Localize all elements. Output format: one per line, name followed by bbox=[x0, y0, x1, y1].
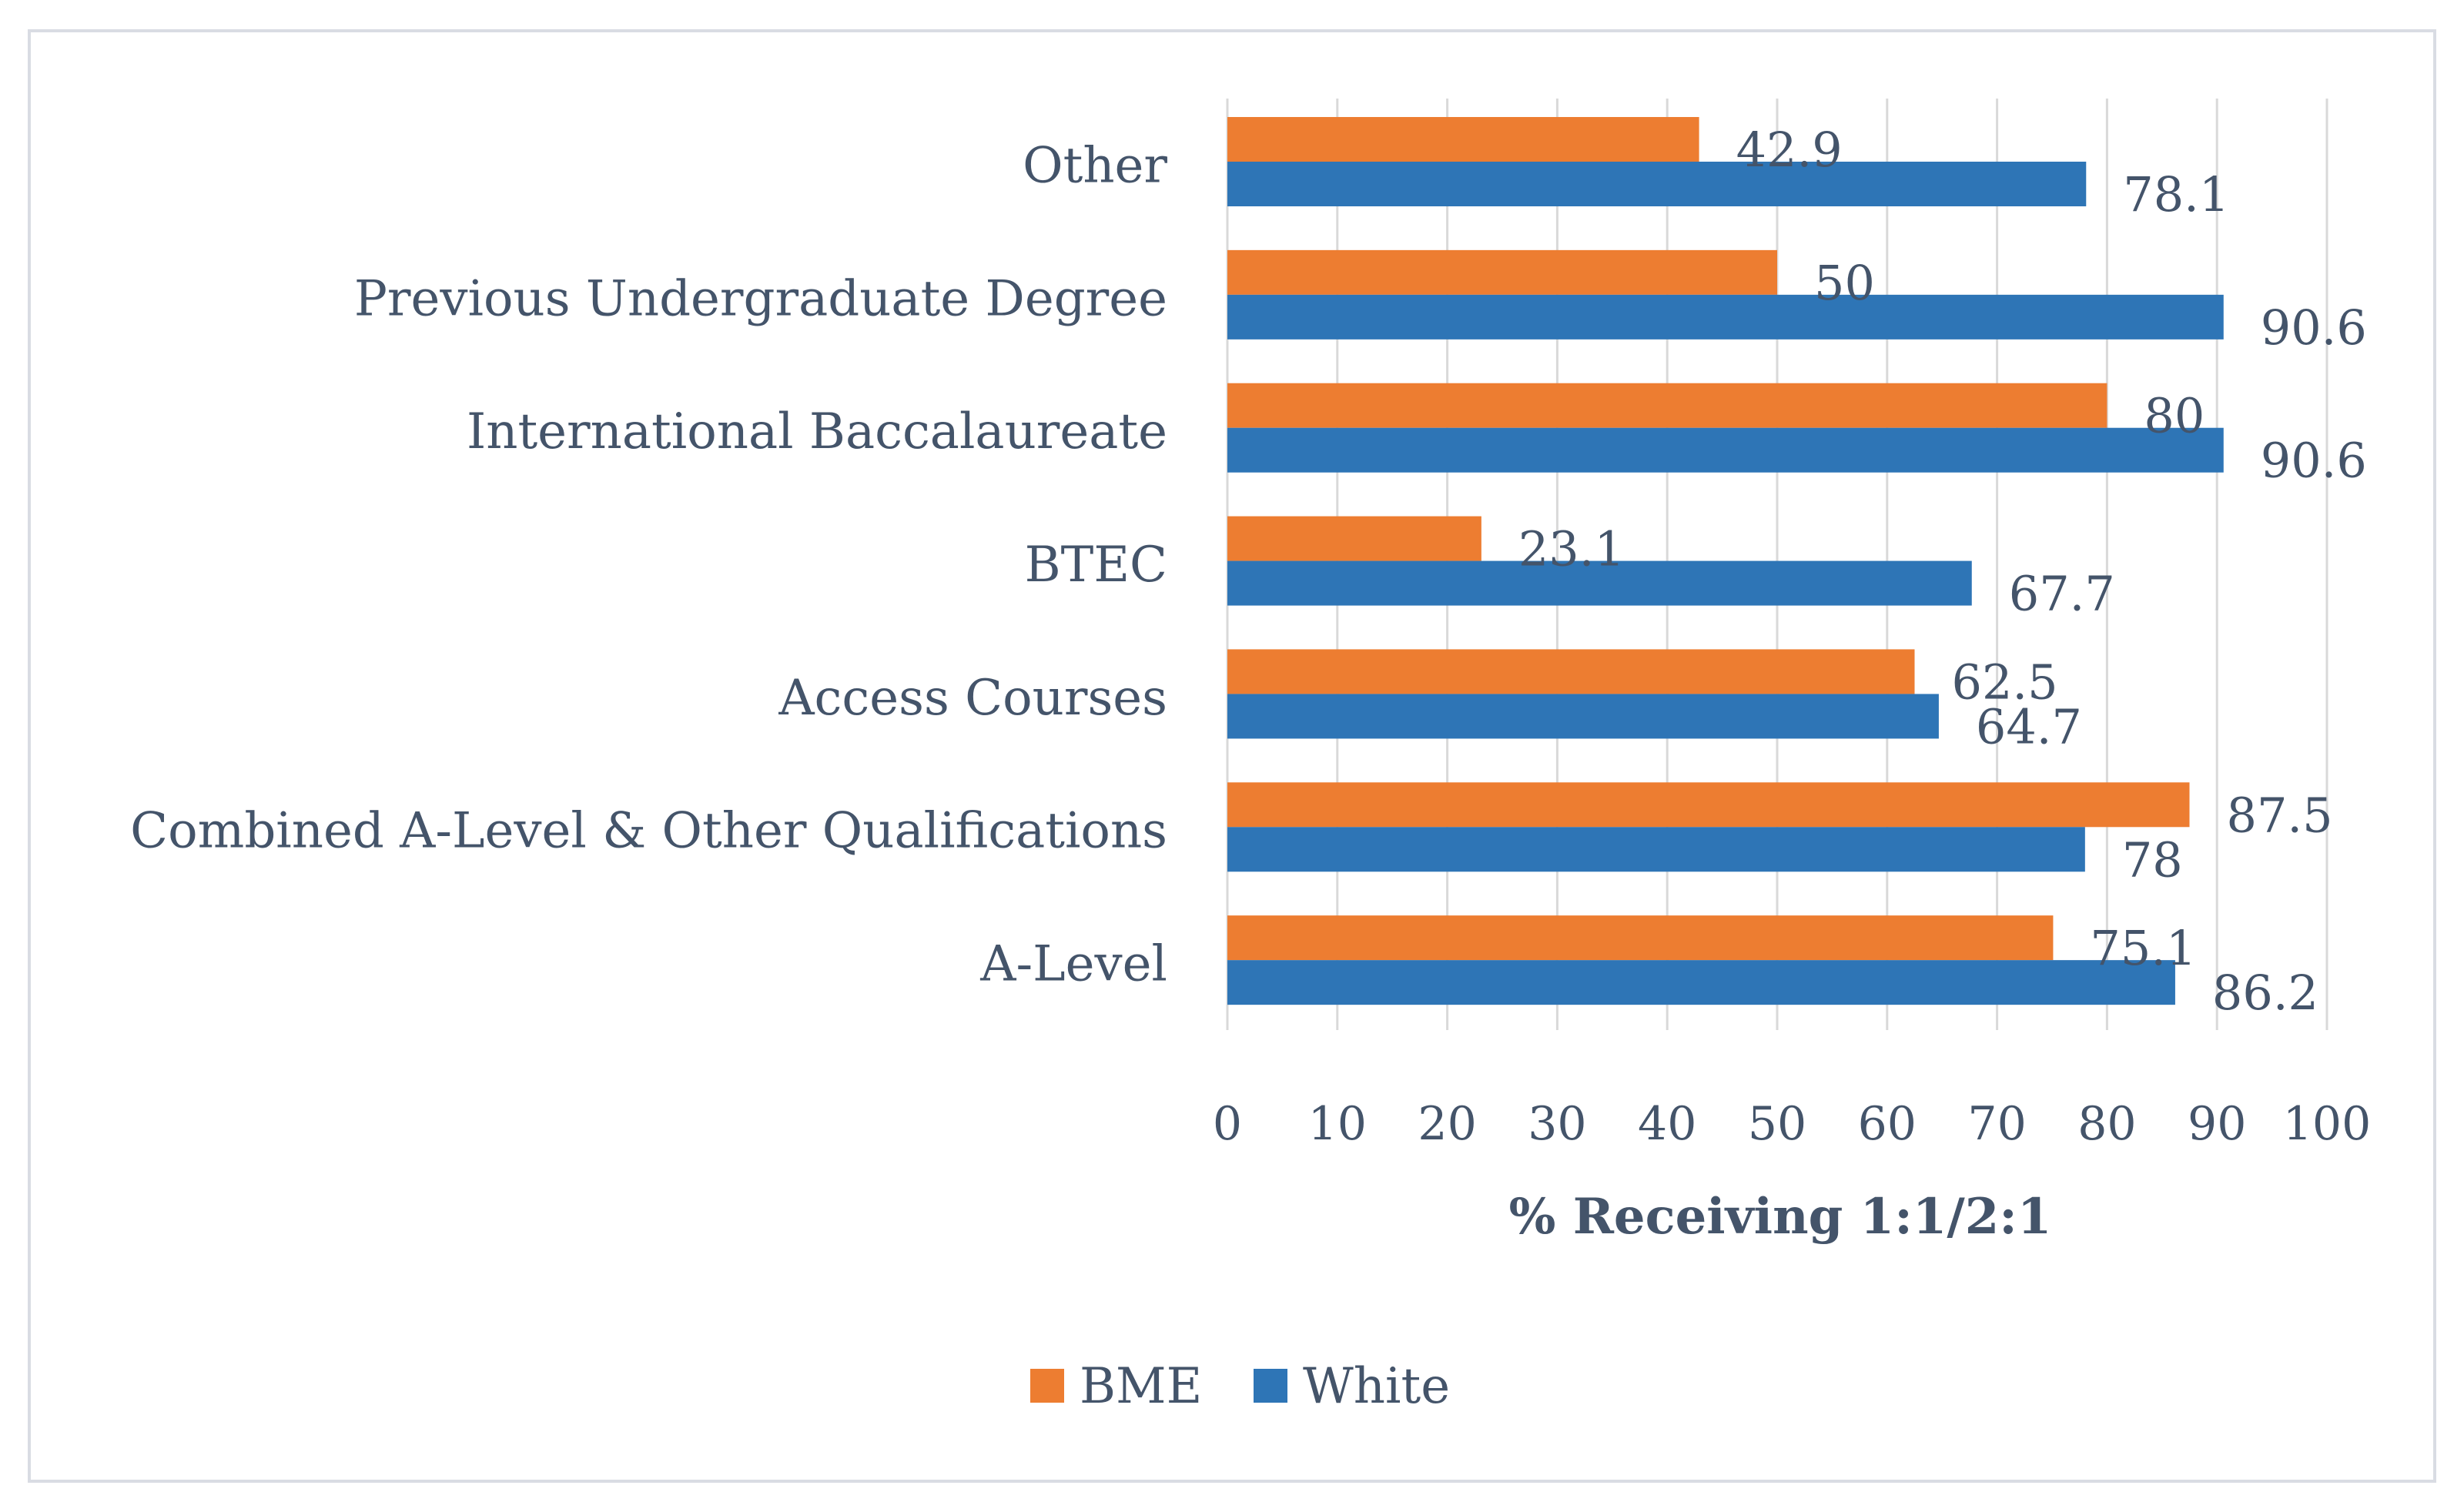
x-tick-label: 60 bbox=[1858, 1097, 1917, 1151]
data-label-bme: 62.5 bbox=[1952, 654, 2058, 710]
bar-bme bbox=[1227, 915, 2054, 961]
data-label-white: 86.2 bbox=[2212, 965, 2318, 1021]
bars bbox=[1227, 117, 2224, 1005]
legend: BME White bbox=[1030, 1358, 1450, 1415]
bar-bme bbox=[1227, 249, 1777, 295]
bar-bme bbox=[1227, 649, 1915, 694]
data-label-bme: 50 bbox=[1814, 255, 1875, 311]
category-label: Previous Undergraduate Degree bbox=[354, 270, 1167, 327]
category-label: Access Courses bbox=[778, 670, 1167, 727]
category-labels: Other Previous Undergraduate Degree Intern… bbox=[130, 137, 1167, 992]
category-label: BTEC bbox=[1025, 537, 1167, 594]
legend-label-bme: BME bbox=[1080, 1358, 1202, 1415]
data-label-bme: 80 bbox=[2144, 388, 2205, 444]
bar-white bbox=[1227, 427, 2224, 473]
bar-white bbox=[1227, 162, 2087, 206]
legend-swatch-bme bbox=[1030, 1369, 1064, 1403]
bar-white bbox=[1227, 694, 1939, 739]
category-label: A-Level bbox=[979, 936, 1167, 993]
bar-white bbox=[1227, 294, 2224, 340]
bar-bme bbox=[1227, 516, 1481, 561]
x-axis-title: % Receiving 1:1/2:1 bbox=[1509, 1188, 2052, 1246]
x-tick-label: 10 bbox=[1308, 1097, 1367, 1151]
data-label-bme: 75.1 bbox=[2090, 920, 2196, 976]
x-tick-label: 50 bbox=[1748, 1097, 1806, 1151]
data-label-bme: 42.9 bbox=[1736, 122, 1843, 178]
x-tick-label: 80 bbox=[2077, 1097, 2136, 1151]
x-tick-label: 100 bbox=[2283, 1097, 2372, 1151]
data-label-white: 78 bbox=[2122, 831, 2183, 888]
data-label-bme: 87.5 bbox=[2227, 787, 2333, 843]
bar-bme bbox=[1227, 782, 2190, 828]
legend-swatch-white bbox=[1254, 1369, 1287, 1403]
data-label-white: 67.7 bbox=[2009, 566, 2115, 622]
data-labels: 42.9 78.1 50 90.6 80 90.6 23.1 67.7 62.564.7 87.5… bbox=[1518, 122, 2367, 1021]
x-tick-labels: 0 10 20 30 40 50 60 70 80 90 100 bbox=[1213, 1097, 2371, 1151]
bar-bme bbox=[1227, 383, 2107, 428]
x-tick-label: 70 bbox=[1967, 1097, 2026, 1151]
x-tick-label: 0 bbox=[1213, 1097, 1242, 1151]
bar-bme bbox=[1227, 117, 1699, 162]
category-label: Combined A-Level & Other Qualifications bbox=[130, 803, 1167, 860]
data-label-white: 64.7 bbox=[1976, 698, 2082, 754]
x-tick-label: 90 bbox=[2188, 1097, 2246, 1151]
x-tick-label: 30 bbox=[1528, 1097, 1586, 1151]
bar-white bbox=[1227, 560, 1972, 606]
legend-label-white: White bbox=[1303, 1358, 1450, 1415]
data-label-white: 90.6 bbox=[2261, 433, 2367, 489]
data-label-white: 78.1 bbox=[2123, 166, 2229, 222]
category-label: International Baccalaureate bbox=[467, 403, 1167, 460]
data-label-bme: 23.1 bbox=[1518, 521, 1625, 577]
bar-white bbox=[1227, 827, 2085, 872]
x-tick-label: 40 bbox=[1638, 1097, 1696, 1151]
data-label-white: 90.6 bbox=[2261, 299, 2367, 356]
bar-white bbox=[1227, 960, 2175, 1005]
category-label: Other bbox=[1023, 137, 1167, 194]
x-tick-label: 20 bbox=[1418, 1097, 1476, 1151]
